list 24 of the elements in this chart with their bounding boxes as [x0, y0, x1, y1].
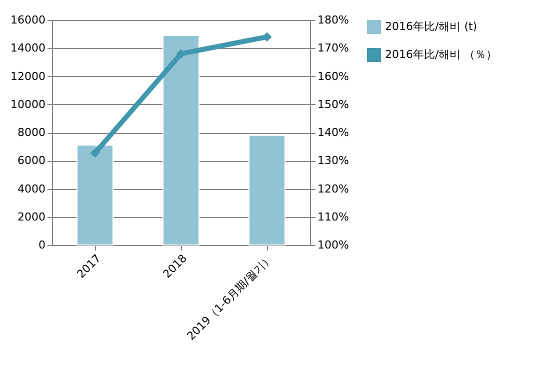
bar	[162, 34, 200, 246]
y2-tick-label: 150%	[318, 98, 349, 111]
bar	[248, 134, 286, 246]
y-tick-label: 6000	[18, 154, 46, 168]
y2-tick-label: 180%	[318, 14, 349, 26]
bar	[76, 144, 114, 246]
point	[90, 148, 100, 158]
y2-tick-label: 140%	[318, 126, 349, 139]
y-tick-label: 0	[38, 238, 46, 252]
y2-tick-label: 130%	[318, 154, 349, 168]
legend-label: 2016年比/해비 (t)	[385, 20, 478, 33]
y2-tick-label: 110%	[318, 210, 349, 224]
y-tick-label: 8000	[18, 126, 46, 139]
y-tick-label: 10000	[10, 98, 46, 111]
y-tick-label: 4000	[18, 182, 46, 196]
y2-tick-label: 170%	[318, 42, 349, 55]
y2-tick-label: 100%	[318, 238, 349, 252]
y-tick-label: 12000	[10, 70, 46, 83]
y-tick-label: 16000	[10, 14, 46, 26]
y2-tick-label: 160%	[318, 70, 349, 83]
y-tick-label: 14000	[10, 42, 46, 55]
legend-label: 2016年比/해비 （％）	[385, 48, 498, 61]
y-tick-label: 2000	[18, 210, 46, 224]
y2-tick-label: 120%	[318, 182, 349, 196]
